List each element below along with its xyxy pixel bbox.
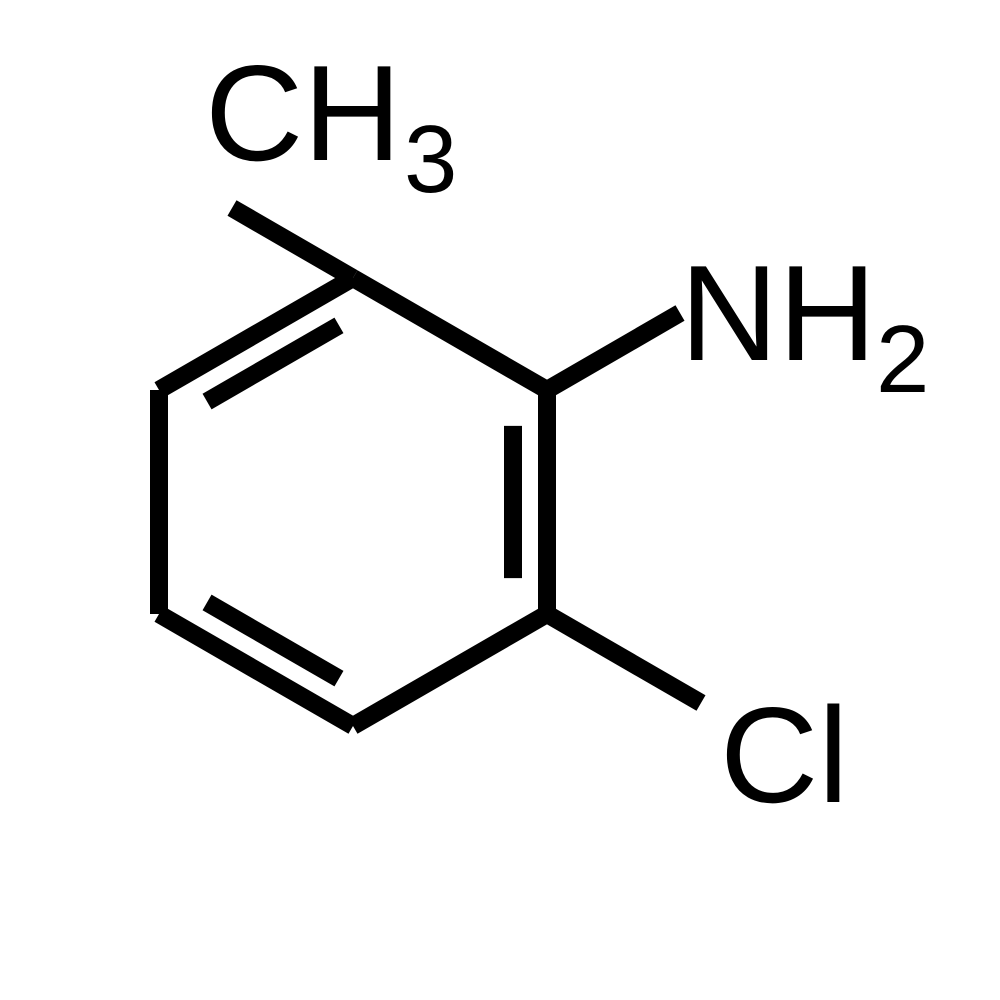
label-ch3: CH <box>205 37 401 189</box>
label-cl: Cl <box>720 679 848 831</box>
label-nh2: 2 <box>876 306 929 413</box>
chemical-structure-diagram: CH3 NH2 Cl <box>0 0 1000 1000</box>
bond-ring-6-1 <box>353 278 547 390</box>
bond-ring-5-6-inner <box>207 325 339 401</box>
label-ch3: 3 <box>404 106 457 213</box>
bond-ring-2-3 <box>353 614 547 726</box>
label-nh2: NH <box>680 237 876 389</box>
bond-ring-3-4-inner <box>207 602 339 678</box>
bond-sub-nh2 <box>547 313 680 390</box>
bond-sub-ch3 <box>232 208 353 278</box>
bond-sub-cl <box>547 614 701 703</box>
